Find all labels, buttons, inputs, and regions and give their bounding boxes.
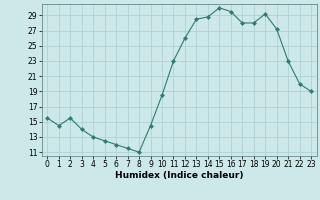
X-axis label: Humidex (Indice chaleur): Humidex (Indice chaleur) bbox=[115, 171, 244, 180]
